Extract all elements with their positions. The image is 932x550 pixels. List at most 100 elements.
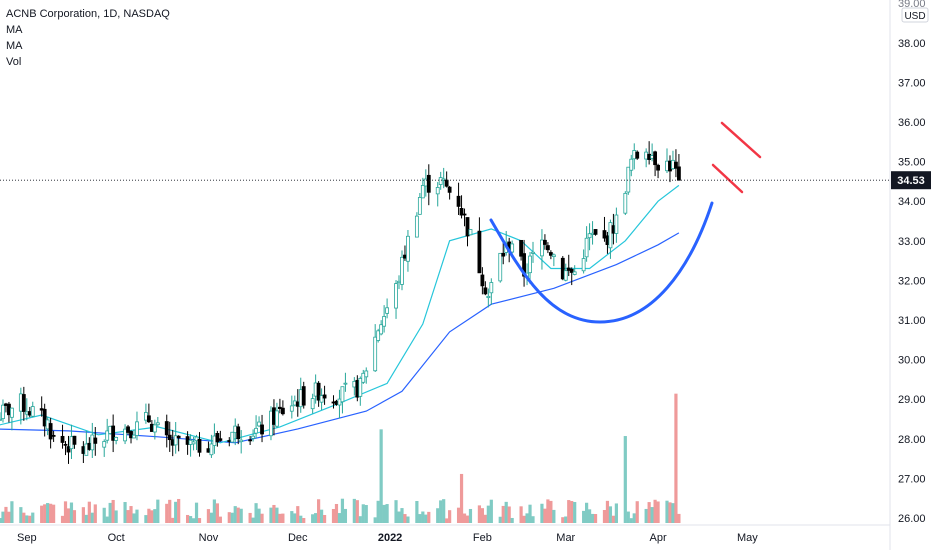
volume-bar <box>668 502 672 523</box>
candle-body <box>355 379 360 398</box>
candle-body <box>358 378 363 397</box>
volume-bar <box>385 504 389 523</box>
volume-bar <box>465 515 470 523</box>
volume-bar <box>522 515 526 523</box>
volume-bar <box>459 473 464 523</box>
candle-body <box>343 382 348 385</box>
volume-bar <box>147 508 151 523</box>
candle-body <box>84 443 89 456</box>
last-price-label: 34.53 <box>897 175 925 187</box>
legend-title[interactable]: ACNB Corporation, 1D, NASDAQ <box>6 8 170 20</box>
y-tick-label: 31.00 <box>898 315 926 327</box>
volume-bar <box>81 507 85 523</box>
volume-bar <box>171 517 175 523</box>
candle-body <box>653 151 657 166</box>
candle-body <box>373 336 378 372</box>
volume-bar <box>150 510 154 523</box>
volume-bar <box>4 506 8 523</box>
volume-bar <box>677 513 681 523</box>
last-price-badge <box>891 171 931 190</box>
volume-bar <box>275 507 279 523</box>
candle-body <box>167 434 172 441</box>
volume-bar <box>653 499 657 523</box>
legend-vol[interactable]: Vol <box>6 56 22 68</box>
volume-bar <box>501 505 505 523</box>
candle-body <box>239 439 244 443</box>
candle-body <box>668 160 672 172</box>
candle-body <box>647 153 652 160</box>
legend-ma-1[interactable]: MA <box>6 24 23 36</box>
candle-body <box>1 404 5 420</box>
volume-bar <box>25 515 29 523</box>
candle-body <box>152 424 157 433</box>
candle-body <box>635 151 640 159</box>
volume-bar <box>194 502 199 523</box>
candle-body <box>489 282 494 294</box>
volume-bar <box>674 393 678 523</box>
volume-bar <box>322 514 327 523</box>
x-tick-label: Sep <box>17 532 37 544</box>
volume-bar <box>665 500 669 523</box>
candle-body <box>501 252 506 257</box>
volume-bar <box>84 514 88 523</box>
candle-body <box>0 418 2 421</box>
volume-bar <box>254 503 258 523</box>
volume-bar <box>561 517 565 523</box>
volume-bar <box>87 501 91 523</box>
volume-bar <box>564 516 568 523</box>
candle-body <box>519 239 523 257</box>
volume-bar <box>90 512 94 523</box>
x-tick-label: 2022 <box>378 532 402 544</box>
volume-bar <box>49 503 53 523</box>
volume-bar <box>46 503 50 523</box>
volume-bar <box>650 507 654 523</box>
candle-body <box>316 382 321 401</box>
candle-body <box>30 406 35 417</box>
candle-body <box>605 235 610 246</box>
candle-body <box>671 159 675 170</box>
volume-bar <box>590 513 595 523</box>
candle-body <box>566 267 571 271</box>
candle-body <box>18 393 23 412</box>
candle-body <box>602 230 607 239</box>
candle-body <box>7 403 11 416</box>
volume-bar <box>510 517 514 523</box>
candle-body <box>272 407 276 425</box>
legend-ma-2[interactable]: MA <box>6 40 23 52</box>
volume-bar <box>278 513 282 523</box>
candle-body <box>206 448 211 453</box>
candle-body <box>292 400 297 406</box>
volume-bar <box>185 514 190 523</box>
y-tick-label: 34.00 <box>898 196 926 208</box>
candle-body <box>45 419 50 430</box>
volume-bar <box>671 503 675 523</box>
volume-bar <box>218 516 222 523</box>
candle-body <box>108 425 113 434</box>
volume-bar <box>144 515 148 523</box>
volume-bar <box>656 501 660 523</box>
volume-bar <box>132 513 136 523</box>
candle-body <box>209 443 214 456</box>
volume-bar <box>22 512 26 523</box>
candle-body <box>623 192 628 214</box>
volume-bar <box>174 501 178 523</box>
volume-bar <box>290 511 294 523</box>
candle-body <box>477 230 482 274</box>
candle-body <box>462 213 467 216</box>
volume-bar <box>230 512 234 523</box>
candle-body <box>459 208 464 216</box>
candle-body <box>548 252 553 256</box>
volume-bar <box>489 499 493 523</box>
candle-body <box>352 380 357 388</box>
volume-bar <box>337 513 342 523</box>
volume-bar <box>468 508 473 523</box>
candle-body <box>456 195 461 207</box>
candle-body <box>611 225 616 234</box>
volume-bar <box>293 513 297 523</box>
volume-bar <box>403 514 407 523</box>
volume-bar <box>498 516 502 523</box>
y-tick-label: 37.00 <box>898 77 926 89</box>
volume-bar <box>317 499 321 523</box>
